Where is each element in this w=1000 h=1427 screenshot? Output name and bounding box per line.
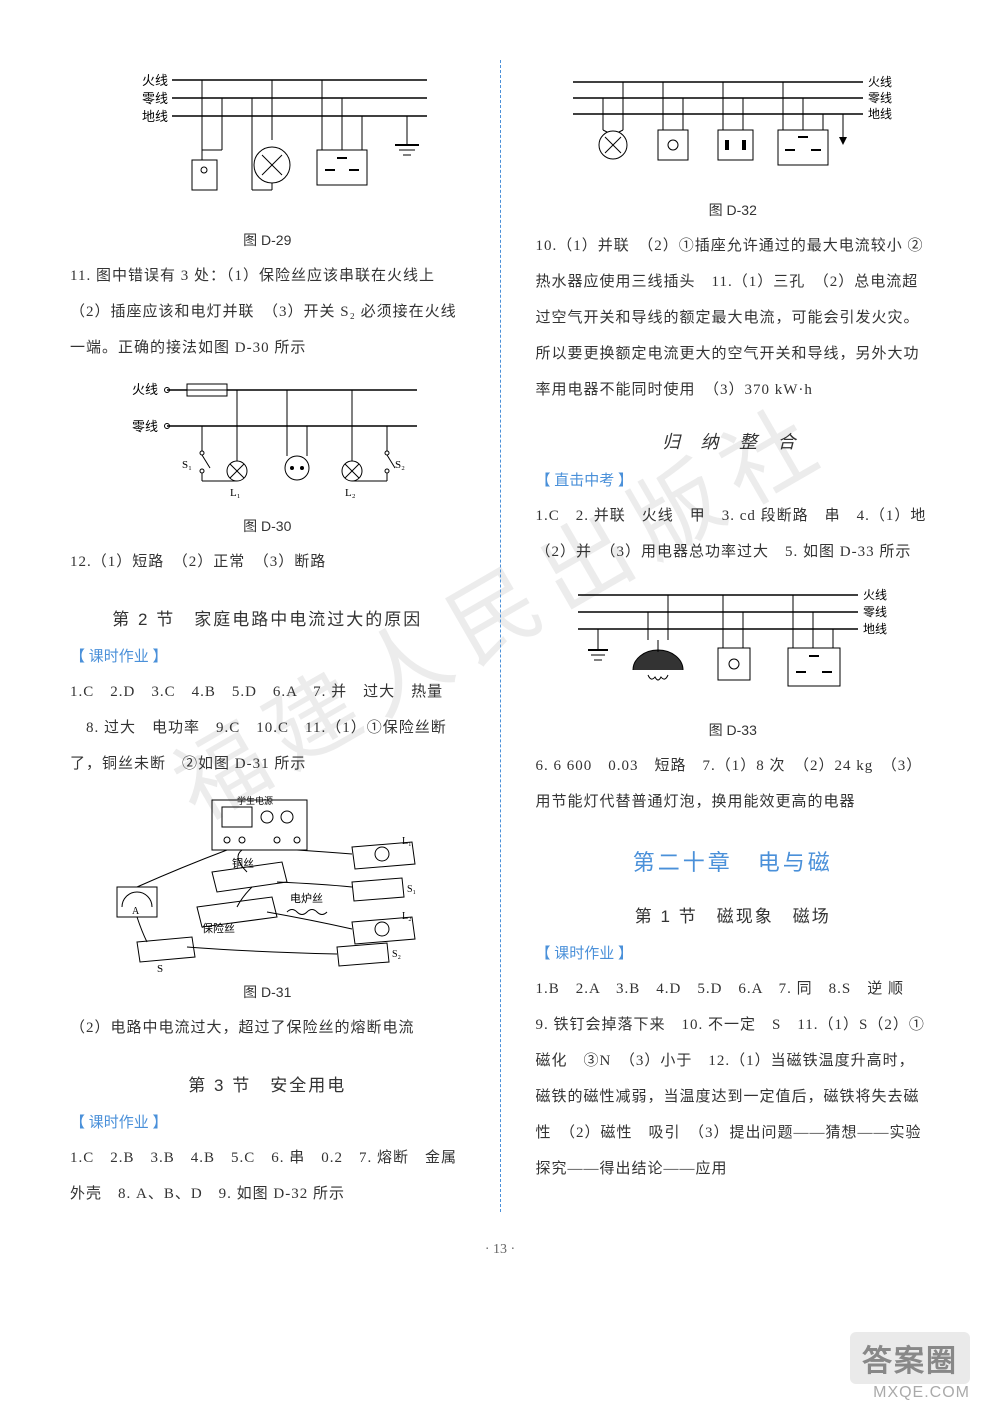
figure-d30: 火线 零线 S₁ L₁ (107, 376, 427, 506)
figure-d31-label: 图 D-31 (70, 982, 465, 1002)
svg-text:L₂: L₂ (345, 487, 356, 499)
figure-d29-label: 图 D-29 (70, 230, 465, 250)
svg-text:零线: 零线 (863, 605, 887, 619)
homework1-label: 【 课时作业 】 (536, 942, 931, 963)
hw3-line1: 1.C 2.B 3.B 4.B 5.C 6. 串 0.2 7. 熔断 金属外壳 … (70, 1140, 465, 1212)
svg-text:L₁: L₁ (230, 487, 241, 499)
figure-d31: 学生电源 A 铜丝 保险丝 电炉丝 L₁ L₂ (102, 792, 432, 972)
svg-text:零线: 零线 (132, 419, 158, 434)
svg-text:保险丝: 保险丝 (202, 921, 235, 935)
figure-d33: 火线 零线 地线 (563, 580, 903, 710)
q12-text: 12.（1）短路 （2）正常 （3）断路 (70, 544, 465, 580)
svg-text:火线: 火线 (132, 382, 158, 397)
svg-text:火线: 火线 (142, 73, 168, 88)
svg-text:S₂: S₂ (392, 949, 401, 960)
hw2-line3: （2）电路中电流过大，超过了保险丝的熔断电流 (70, 1010, 465, 1046)
exam-label: 【 直击中考 】 (536, 469, 931, 490)
hw2-line2: 8. 过大 电功率 9.C 10.C 11.（1）①保险丝断了，铜丝未断 ②如图… (70, 710, 465, 782)
svg-text:学生电源: 学生电源 (237, 795, 273, 806)
corner-box: 答案圈 (850, 1332, 970, 1384)
svg-text:电炉丝: 电炉丝 (290, 892, 323, 905)
figure-d32-label: 图 D-32 (536, 200, 931, 220)
corner-url: MXQE.COM (850, 1384, 970, 1402)
column-divider (500, 60, 501, 1212)
right-column: 火线 零线 地线 (536, 60, 931, 1212)
chapter20-title: 第二十章 电与磁 (536, 845, 931, 877)
page-number: · 13 · (70, 1242, 930, 1258)
exam-line2: 6. 6 600 0.03 短路 7.（1）8 次 （2）24 kg （3）用节… (536, 748, 931, 820)
svg-text:零线: 零线 (142, 91, 168, 106)
ch20-section1-title: 第 1 节 磁现象 磁场 (536, 902, 931, 927)
svg-text:L₂: L₂ (402, 911, 412, 922)
section3-title: 第 3 节 安全用电 (70, 1071, 465, 1096)
svg-text:S: S (157, 963, 163, 972)
svg-text:S₁: S₁ (407, 884, 416, 895)
svg-text:零线: 零线 (868, 91, 892, 105)
main-content: 火线 零线 地线 (70, 60, 930, 1212)
figure-d33-label: 图 D-33 (536, 720, 931, 740)
left-column: 火线 零线 地线 (70, 60, 465, 1212)
figure-d30-label: 图 D-30 (70, 516, 465, 536)
svg-text:S₂: S₂ (395, 459, 405, 471)
svg-text:L₁: L₁ (402, 836, 412, 847)
q10-text: 10.（1）并联 （2）①插座允许通过的最大电流较小 ②热水器应使用三线插头 1… (536, 228, 931, 408)
homework2-label: 【 课时作业 】 (70, 645, 465, 666)
svg-text:地线: 地线 (868, 107, 892, 121)
corner-watermark: 答案圈 MXQE.COM (850, 1332, 970, 1402)
svg-text:地线: 地线 (142, 109, 168, 124)
exam-line1: 1.C 2. 并联 火线 甲 3. cd 段断路 串 4.（1）地 （2）并 （… (536, 498, 931, 570)
hw2-line1: 1.C 2.D 3.C 4.B 5.D 6.A 7. 并 过大 热量 (70, 674, 465, 710)
svg-text:火线: 火线 (868, 75, 892, 89)
summary-title: 归 纳 整 合 (536, 428, 931, 454)
svg-text:火线: 火线 (863, 588, 887, 602)
q11-text: 11. 图中错误有 3 处：（1）保险丝应该串联在火线上（2）插座应该和电灯并联… (70, 258, 465, 366)
hw1-line: 1.B 2.A 3.B 4.D 5.D 6.A 7. 同 8.S 逆 顺 9. … (536, 971, 931, 1187)
homework3-label: 【 课时作业 】 (70, 1111, 465, 1132)
svg-text:S₁: S₁ (182, 459, 192, 471)
section2-title: 第 2 节 家庭电路中电流过大的原因 (70, 605, 465, 630)
svg-text:地线: 地线 (863, 622, 887, 636)
figure-d32: 火线 零线 地线 (563, 70, 903, 190)
svg-text:A: A (132, 906, 140, 917)
figure-d29: 火线 零线 地线 (107, 70, 427, 220)
